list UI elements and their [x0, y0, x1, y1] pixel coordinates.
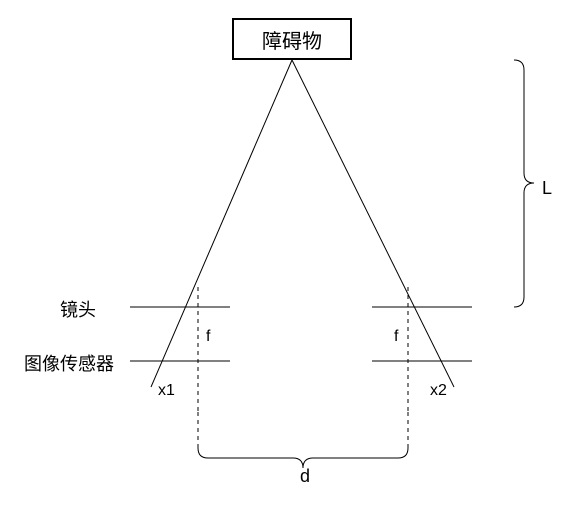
- l-label: L: [542, 178, 552, 199]
- d-label: d: [300, 466, 310, 487]
- l-bracket: [514, 60, 534, 307]
- f-label-left: f: [206, 328, 210, 346]
- f-label-right: f: [394, 328, 398, 346]
- diagram-container: 障碍物 镜头 图像传感器 f f x1 x2 L d: [0, 0, 583, 508]
- obstacle-box: 障碍物: [232, 18, 352, 60]
- obstacle-label: 障碍物: [262, 25, 322, 54]
- lens-label: 镜头: [60, 296, 96, 322]
- sensor-label: 图像传感器: [24, 350, 114, 376]
- x2-label: x2: [430, 382, 447, 400]
- d-bracket: [198, 448, 408, 468]
- ray-left: [151, 60, 292, 387]
- x1-label: x1: [158, 382, 175, 400]
- diagram-svg: [0, 0, 583, 508]
- ray-right: [292, 60, 454, 387]
